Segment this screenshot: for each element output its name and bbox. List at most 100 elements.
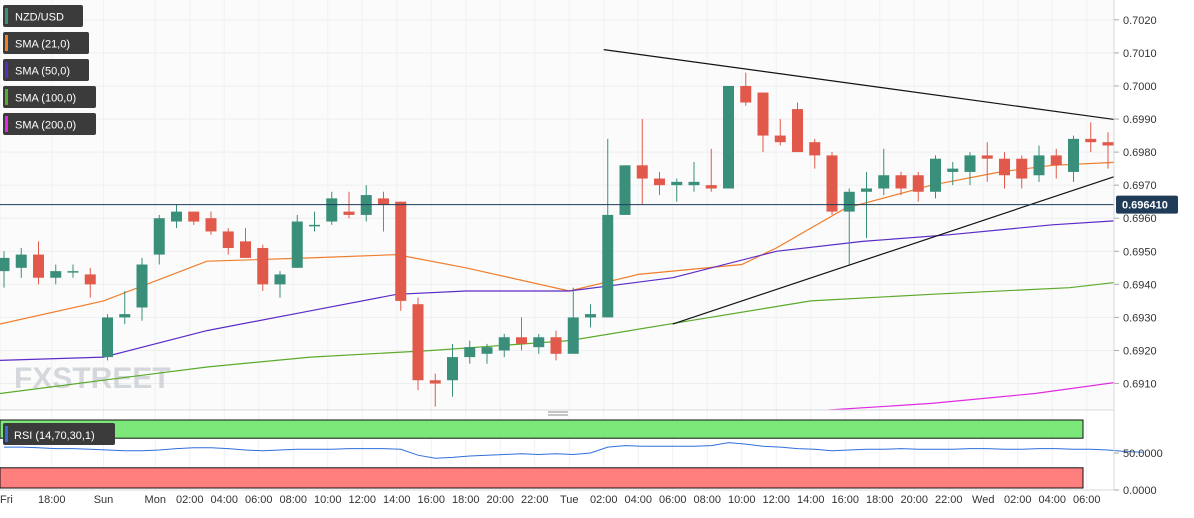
x-tick-label: 12:00 [762, 494, 790, 506]
candle [102, 314, 113, 361]
candle [843, 188, 855, 265]
legend-swatch [5, 8, 8, 24]
legend-item[interactable]: SMA (50,0) [3, 59, 89, 81]
candle [981, 142, 993, 182]
y-tick-label: 0.6910 [1123, 379, 1157, 391]
candle-body [1050, 155, 1062, 166]
candle [999, 152, 1010, 189]
x-tick-label: 04:00 [624, 494, 652, 506]
candle [378, 191, 389, 232]
candle-body [102, 317, 113, 358]
legend-box [3, 113, 96, 135]
legend-box [3, 59, 89, 81]
candle-body [671, 181, 683, 186]
legend-item[interactable]: SMA (21,0) [3, 32, 89, 54]
legend-item[interactable]: NZD/USD [3, 5, 83, 27]
candle [654, 171, 665, 196]
candle [602, 138, 614, 318]
x-tick-label: 02:00 [590, 494, 618, 506]
x-tick-label: 20:00 [900, 494, 928, 506]
candle-body [654, 178, 665, 186]
candle [119, 290, 131, 325]
candle-body [705, 185, 717, 189]
legend-label: NZD/USD [15, 12, 64, 24]
candle-body [550, 337, 562, 354]
candle [688, 162, 700, 192]
x-tick-label: 22:00 [935, 494, 963, 506]
legend-item[interactable]: SMA (100,0) [3, 86, 96, 108]
candle [291, 214, 303, 268]
x-tick-label: 06:00 [245, 494, 273, 506]
candle-body [826, 155, 838, 212]
x-tick-label: 10:00 [314, 494, 342, 506]
candle [550, 330, 562, 361]
candle-body [205, 218, 217, 232]
rsi-oversold-band [0, 467, 1084, 489]
candle-body [309, 224, 320, 227]
trendlines [603, 49, 1114, 325]
candle-body [498, 337, 510, 351]
candle-body [723, 85, 734, 189]
y-tick-label: 0.6980 [1123, 147, 1157, 159]
candle-body [1102, 142, 1114, 146]
candle [636, 119, 648, 205]
rsi-label: RSI (14,70,30,1) [14, 430, 95, 442]
candle [895, 171, 907, 196]
x-tick-label: 18:00 [38, 494, 66, 506]
candle [723, 85, 734, 189]
x-tick-label: 06:00 [659, 494, 687, 506]
legend: NZD/USD SMA (21,0) SMA (50,0) SMA (100,0) SM… [3, 5, 96, 135]
candle-body [257, 247, 269, 285]
candle [0, 251, 10, 288]
candle [188, 211, 200, 225]
candle [930, 155, 941, 199]
legend-item[interactable]: SMA (200,0) [3, 113, 96, 135]
pane-resize-handle[interactable] [548, 411, 568, 416]
candle [757, 92, 769, 153]
x-tick-label: 04:00 [1038, 494, 1066, 506]
fxstreet-watermark: FXSTREET [14, 362, 171, 395]
candle-body [792, 109, 803, 153]
candle-body [50, 271, 62, 278]
candle [1050, 148, 1062, 179]
candle-body [567, 317, 579, 354]
candle-body [1068, 138, 1079, 172]
x-tick-label: 16:00 [831, 494, 859, 506]
x-tick-label: 14:00 [383, 494, 411, 506]
rsi-y-tick-label: 50.0000 [1123, 448, 1163, 460]
legend-box [3, 86, 96, 108]
candle [15, 247, 27, 278]
candle-body [981, 155, 993, 159]
candle [257, 244, 269, 291]
legend-box [3, 5, 83, 27]
candle-body [240, 241, 251, 258]
rsi-y-tick-label: 0.0000 [1123, 485, 1157, 497]
candle [912, 171, 924, 202]
candle-body [999, 158, 1010, 176]
candle [326, 191, 338, 225]
candle-body [636, 165, 648, 179]
trendline [603, 49, 1114, 121]
x-tick-label: 14:00 [797, 494, 825, 506]
candle-body [688, 181, 700, 186]
y-tick-label: 0.7020 [1123, 15, 1157, 27]
candle-body [1085, 138, 1097, 143]
candle [671, 178, 683, 202]
x-tick-label: 02:00 [176, 494, 204, 506]
candle-body [67, 271, 79, 273]
candle-body [809, 142, 821, 156]
legend-label: SMA (100,0) [15, 93, 76, 105]
candle [67, 264, 79, 278]
candle-body [326, 198, 338, 222]
candle-body [740, 85, 752, 103]
candle [33, 241, 44, 285]
candle-body [222, 231, 234, 248]
x-tick-label: 06:00 [1073, 494, 1101, 506]
y-tick-label: 0.6930 [1123, 312, 1157, 324]
candle [153, 214, 165, 265]
candle [1102, 132, 1114, 169]
candle-body [136, 264, 148, 308]
candle-body [757, 92, 769, 136]
x-tick-label: 12:00 [348, 494, 376, 506]
candle-body [878, 175, 890, 189]
